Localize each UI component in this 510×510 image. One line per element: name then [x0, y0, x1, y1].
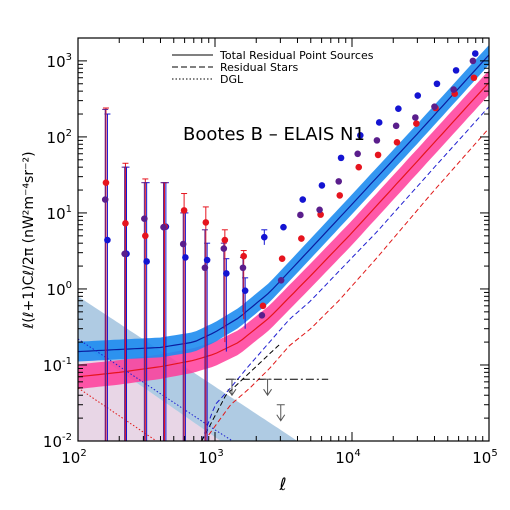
y-tick-label: 102 [47, 128, 72, 147]
x-tick-label: 104 [335, 448, 360, 467]
data-point [221, 236, 229, 244]
data-point [337, 154, 345, 162]
data-point [450, 86, 457, 93]
data-point [143, 258, 150, 265]
data-point [318, 182, 326, 189]
data-point [357, 131, 364, 139]
y-tick-label: 101 [47, 204, 72, 223]
data-point [433, 80, 441, 88]
data-point [452, 67, 460, 74]
data-point [316, 206, 323, 214]
data-point [470, 74, 478, 82]
y-axis-label: ℓ(ℓ+1)Cℓ/2π (nW²m⁻⁴sr⁻²) [21, 151, 37, 329]
upper-limit-markers [225, 378, 329, 422]
x-axis-label: ℓ [278, 475, 286, 495]
chart-title: Bootes B – ELAIS N1 [183, 124, 365, 145]
bootes-stars-line [201, 106, 489, 441]
y-tick-label: 100 [47, 280, 72, 299]
data-point [469, 57, 477, 65]
data-point [239, 264, 247, 272]
data-point [142, 232, 149, 240]
upper-limit-arrow [276, 404, 286, 422]
data-point [280, 223, 287, 231]
plot-frame [77, 37, 490, 442]
data-point [392, 122, 400, 130]
data-point [160, 223, 167, 231]
upper-limit-arrow [227, 378, 237, 397]
data-point [122, 220, 129, 227]
data-point [121, 250, 128, 258]
data-point [412, 114, 419, 121]
data-point [373, 137, 381, 144]
data-point [374, 151, 382, 159]
data-point [297, 211, 304, 219]
upper-limit-arrow [263, 378, 272, 397]
data-point [220, 245, 228, 252]
data-point [102, 179, 110, 186]
data-point [223, 270, 230, 277]
data-point [202, 219, 210, 226]
data-point [179, 240, 187, 248]
data-point [240, 252, 248, 260]
data-point [354, 150, 361, 158]
data-point [201, 264, 209, 272]
data-point [395, 105, 402, 112]
data-point [259, 302, 267, 310]
data-point [299, 196, 307, 203]
data-points [101, 50, 479, 319]
data-point [241, 287, 249, 294]
data-point [203, 256, 211, 264]
data-point [414, 92, 422, 99]
data-point [258, 312, 266, 319]
elais-stars-line [208, 127, 489, 436]
data-point [260, 233, 268, 241]
data-point [471, 50, 479, 57]
data-point [431, 103, 438, 110]
x-tick-label: 103 [198, 448, 223, 467]
data-point [278, 255, 286, 263]
data-point [336, 192, 344, 199]
x-tick-label: 102 [61, 448, 86, 467]
data-point [104, 236, 111, 244]
x-tick-label: 105 [472, 448, 497, 467]
legend-label: Residual Stars [220, 61, 299, 74]
data-point [182, 254, 189, 261]
tick-labels: 102 103 104 105 10-2 10-1 100 101 102 103 [43, 52, 498, 467]
y-tick-label: 10-2 [43, 432, 72, 451]
black-stars-line [201, 343, 281, 441]
data-point [180, 207, 188, 214]
legend-label: Total Residual Point Sources [219, 49, 374, 62]
data-point [298, 235, 305, 242]
axes [77, 37, 490, 442]
data-point [355, 163, 363, 171]
y-tick-label: 10-1 [43, 356, 72, 375]
model-bands [78, 45, 489, 441]
data-point [335, 178, 343, 185]
data-point [393, 138, 401, 146]
dgl-band [78, 296, 298, 441]
data-point [375, 119, 383, 126]
data-point [413, 120, 420, 127]
y-tick-label: 103 [47, 52, 72, 71]
data-point [277, 276, 285, 284]
legend-label: DGL [220, 73, 244, 86]
data-point [141, 215, 148, 222]
data-point [101, 196, 109, 203]
